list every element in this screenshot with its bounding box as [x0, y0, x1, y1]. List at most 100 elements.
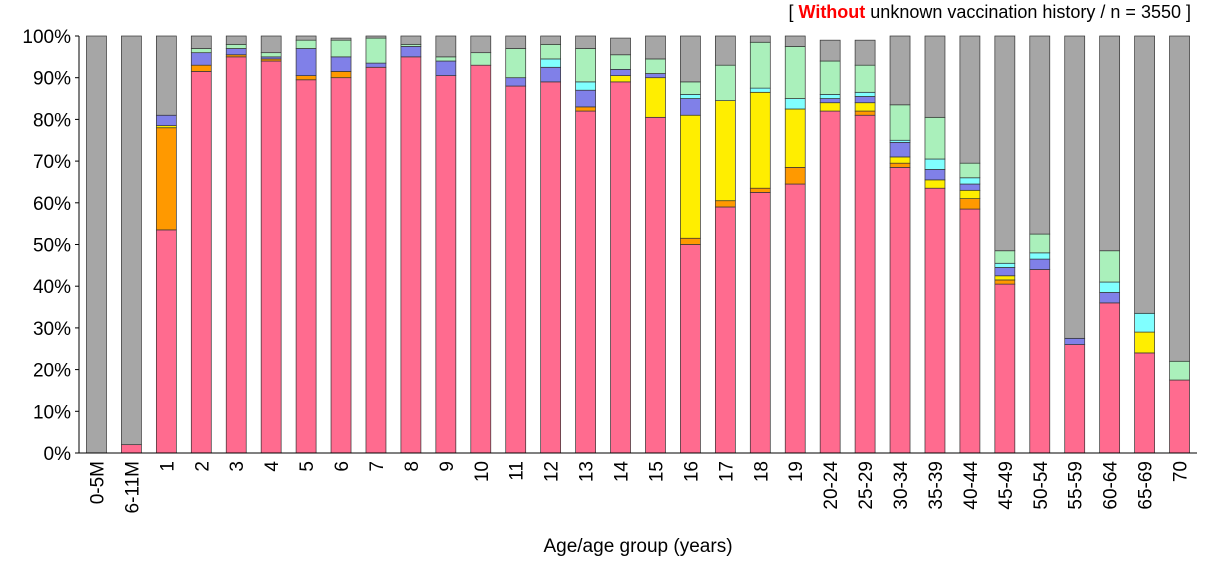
y-tick-label: 70% [33, 152, 71, 173]
bar-segment-60-64-s6 [1099, 35, 1121, 252]
bar-segment-12-s0 [540, 81, 562, 454]
bar-segment-13-s4 [575, 81, 596, 91]
y-tick-label: 80% [33, 110, 71, 131]
title-rest: unknown vaccination history / n = 3550 ] [865, 2, 1191, 22]
bar-segment-70-s6 [1169, 35, 1190, 362]
x-tick-label: 15 [646, 461, 667, 482]
bar-segment-4-s0 [260, 60, 282, 454]
bar-segment-15-s0 [645, 116, 666, 454]
bar-segment-30-34-s5 [889, 104, 911, 141]
bar-segment-50-54-s0 [1029, 269, 1051, 454]
bar-60-64 [1099, 35, 1121, 454]
bar-70 [1169, 35, 1190, 454]
x-tick-label: 9 [437, 461, 458, 472]
x-tick-label: 55-59 [1066, 461, 1087, 510]
bar-segment-0-5M-s6 [86, 35, 107, 454]
x-tick-label: 11 [507, 461, 528, 481]
bar-segment-13-s0 [575, 110, 596, 454]
bar-segment-65-69-s0 [1134, 352, 1155, 454]
bar-segment-25-29-s1 [854, 110, 876, 116]
bar-segment-13-s6 [575, 35, 596, 49]
x-tick-label: 0-5M [87, 461, 108, 504]
bar-segment-20-24-s3 [819, 98, 841, 104]
bar-segment-7-s3 [365, 62, 387, 68]
bar-segment-10-s6 [470, 35, 492, 54]
bar-segment-10-s0 [470, 64, 492, 454]
chart-title: [ Without unknown vaccination history / … [788, 2, 1191, 23]
bar-segment-7-s5 [365, 37, 387, 64]
x-tick-label: 20-24 [821, 461, 842, 510]
bar-16 [680, 35, 701, 454]
title-prefix: [ [788, 2, 799, 22]
bar-17 [714, 35, 736, 454]
bar-segment-2-s0 [190, 71, 212, 454]
bar-segment-12-s5 [540, 43, 562, 60]
bar-35-39 [924, 35, 946, 454]
bar-segment-70-s5 [1169, 360, 1190, 381]
bar-segment-5-s3 [295, 48, 317, 76]
bar-segment-25-29-s3 [854, 96, 876, 104]
bar-segment-2-s3 [190, 52, 212, 66]
x-tick-label: 2 [192, 461, 213, 472]
bar-2 [190, 35, 212, 454]
bar-45-49 [994, 35, 1016, 454]
bar-segment-5-s1 [295, 75, 317, 81]
bar-segment-11-s5 [505, 48, 527, 79]
bar-segment-30-34-s3 [889, 141, 911, 158]
bar-segment-8-s3 [400, 46, 422, 58]
bar-segment-19-s2 [784, 108, 806, 168]
bar-segment-17-s0 [714, 206, 736, 454]
y-tick-label: 50% [33, 236, 71, 257]
bar-segment-6-11M-s0 [121, 444, 142, 454]
bar-segment-6-11M-s6 [121, 35, 142, 446]
bar-segment-45-49-s3 [994, 267, 1016, 277]
bar-segment-40-44-s0 [959, 208, 981, 454]
bar-segment-4-s6 [260, 35, 282, 54]
bar-segment-14-s0 [610, 81, 631, 454]
x-tick-label: 10 [472, 461, 493, 482]
x-tick-label: 18 [751, 461, 772, 482]
x-tick-label: 6-11M [122, 461, 143, 513]
bar-segment-14-s5 [610, 54, 631, 70]
bar-segment-1-s0 [155, 229, 177, 454]
bar-55-59 [1064, 35, 1086, 454]
bar-segment-12-s4 [540, 58, 562, 68]
bar-13 [575, 35, 596, 454]
bar-segment-35-39-s4 [924, 158, 946, 170]
bar-segment-65-69-s6 [1134, 35, 1155, 314]
bar-segment-9-s0 [435, 75, 457, 454]
bars [86, 35, 1190, 454]
y-tick-label: 30% [33, 319, 71, 340]
bar-segment-20-24-s4 [819, 94, 841, 99]
x-tick-label: 8 [402, 461, 423, 472]
x-tick-label: 16 [681, 461, 702, 482]
bar-segment-70-s0 [1169, 379, 1190, 454]
bar-3 [225, 35, 247, 454]
bar-segment-4-s5 [260, 52, 282, 58]
bar-segment-3-s5 [225, 43, 247, 49]
title-highlight: Without [798, 2, 866, 22]
bar-segment-55-59-s0 [1064, 344, 1086, 454]
y-tick-label: 60% [33, 194, 71, 215]
bar-segment-40-44-s6 [959, 35, 981, 164]
bar-segment-45-49-s4 [994, 262, 1016, 268]
bar-segment-2-s6 [190, 35, 212, 49]
bar-segment-40-44-s3 [959, 183, 981, 191]
x-tick-label: 60-64 [1101, 461, 1122, 510]
bar-9 [435, 35, 457, 454]
x-tick-label: 25-29 [856, 461, 877, 510]
bar-segment-1-s3 [155, 114, 177, 127]
bar-segment-35-39-s5 [924, 116, 946, 160]
bar-segment-12-s3 [540, 66, 562, 83]
bar-segment-18-s1 [749, 187, 771, 193]
bar-7 [365, 35, 387, 454]
bar-segment-25-29-s5 [854, 64, 876, 93]
bar-segment-45-49-s1 [994, 279, 1016, 285]
bar-segment-40-44-s2 [959, 189, 981, 199]
bar-segment-50-54-s5 [1029, 233, 1051, 254]
x-axis-ticks: 0-5M 6-11M 1 2 3 4 5 6 7 8 9 10 11 12 13 14 15 16 17 18 19 20… [87, 461, 1191, 514]
x-tick-label: 14 [612, 461, 633, 483]
bar-segment-40-44-s1 [959, 198, 981, 210]
bar-segment-45-49-s5 [994, 250, 1016, 264]
bar-segment-17-s6 [714, 35, 736, 66]
